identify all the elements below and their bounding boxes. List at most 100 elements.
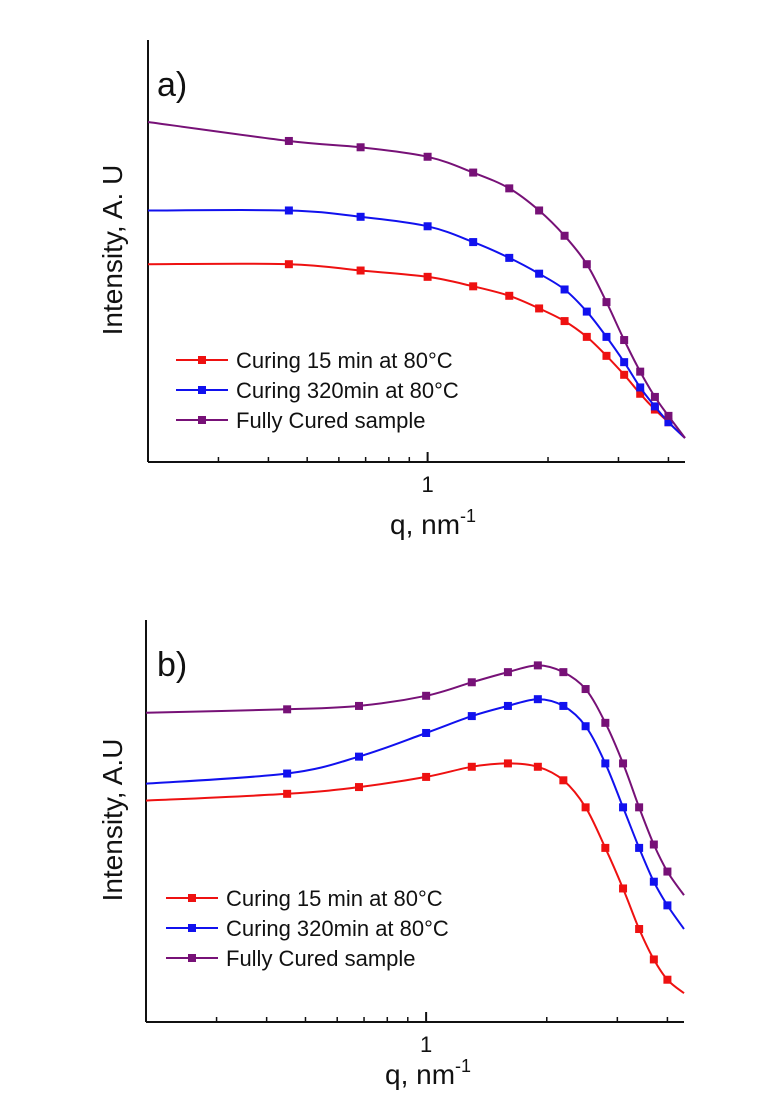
series-marker xyxy=(559,701,568,710)
series-marker xyxy=(649,877,658,886)
series-marker xyxy=(663,901,672,910)
series-marker xyxy=(581,722,590,731)
series-marker xyxy=(535,206,544,215)
x-tick-label: 1 xyxy=(420,1032,432,1057)
legend-label: Curing 320min at 80°C xyxy=(226,916,449,941)
series-marker xyxy=(560,285,569,294)
series-marker xyxy=(636,389,645,398)
series-marker xyxy=(505,184,514,193)
series-marker xyxy=(284,206,293,215)
panel-a: 1 a) Intensity, A. U q, nm-1 Curing 15 m… xyxy=(97,40,686,540)
panel-a-ylabel: Intensity, A. U xyxy=(97,165,128,336)
series-marker xyxy=(284,136,293,145)
series-marker xyxy=(649,840,658,849)
series-marker xyxy=(559,668,568,677)
series-marker xyxy=(635,803,644,812)
panel-a-xlabel-main: q, nm xyxy=(390,509,460,540)
legend-marker xyxy=(188,954,196,962)
series-marker xyxy=(423,272,432,281)
series-marker xyxy=(559,776,568,785)
legend-label: Curing 320min at 80°C xyxy=(236,378,459,403)
series-marker xyxy=(356,266,365,275)
panel-b-xlabel-main: q, nm xyxy=(385,1059,455,1090)
series-marker xyxy=(533,762,542,771)
panel-b-ylabel: Intensity, A.U xyxy=(97,739,128,902)
series-marker xyxy=(503,701,512,710)
series-marker xyxy=(649,955,658,964)
series-marker xyxy=(505,253,514,262)
panel-b-xlabel: q, nm-1 xyxy=(385,1056,471,1090)
panel-a-ticks: 1 xyxy=(147,452,670,497)
series-marker xyxy=(581,685,590,694)
series-marker xyxy=(283,705,292,714)
series-marker xyxy=(356,143,365,152)
series-marker xyxy=(505,291,514,300)
series-marker xyxy=(620,358,629,367)
series-marker xyxy=(423,152,432,161)
series-marker xyxy=(560,231,569,240)
panel-a-series xyxy=(147,121,686,439)
series-marker xyxy=(581,803,590,812)
panel-b-label: b) xyxy=(157,646,187,684)
series-marker xyxy=(535,304,544,313)
series-marker xyxy=(356,212,365,221)
panel-a-xlabel-sup: -1 xyxy=(460,506,476,526)
series-marker xyxy=(469,238,478,247)
series-marker xyxy=(663,975,672,984)
series-marker xyxy=(283,769,292,778)
legend-label: Curing 15 min at 80°C xyxy=(236,348,453,373)
series-marker xyxy=(354,701,363,710)
series-marker xyxy=(582,332,591,341)
series-marker xyxy=(560,317,569,326)
series-marker xyxy=(533,661,542,670)
series-marker xyxy=(601,718,610,727)
series-marker xyxy=(467,678,476,687)
series-marker xyxy=(619,803,628,812)
series-marker xyxy=(582,260,591,269)
panel-b-series xyxy=(145,661,685,994)
legend-label: Curing 15 min at 80°C xyxy=(226,886,443,911)
series-marker xyxy=(620,336,629,345)
panel-a-xlabel: q, nm-1 xyxy=(390,506,476,540)
legend-marker xyxy=(188,894,196,902)
series-marker xyxy=(422,772,431,781)
series-marker xyxy=(602,332,611,341)
legend-label: Fully Cured sample xyxy=(226,946,416,971)
panel-b-xlabel-sup: -1 xyxy=(455,1056,471,1076)
series-marker xyxy=(503,668,512,677)
series-marker xyxy=(664,418,673,427)
panel-a-legend: Curing 15 min at 80°C Curing 320min at 80… xyxy=(176,348,459,433)
panel-b-legend: Curing 15 min at 80°C Curing 320min at 80… xyxy=(166,886,449,971)
series-marker xyxy=(422,728,431,737)
series-marker xyxy=(620,370,629,379)
series-marker xyxy=(582,307,591,316)
series-line xyxy=(147,209,686,439)
series-marker xyxy=(533,695,542,704)
panel-b: 1 b) Intensity, A.U q, nm-1 Curing 15 mi… xyxy=(97,620,685,1090)
series-marker xyxy=(663,867,672,876)
legend-marker xyxy=(188,924,196,932)
panel-b-ticks: 1 xyxy=(145,1012,669,1057)
series-marker xyxy=(283,789,292,798)
series-marker xyxy=(354,783,363,792)
series-marker xyxy=(422,691,431,700)
series-marker xyxy=(469,168,478,177)
legend-marker xyxy=(198,416,206,424)
series-marker xyxy=(601,759,610,768)
series-line xyxy=(145,664,685,896)
series-marker xyxy=(467,712,476,721)
series-marker xyxy=(619,759,628,768)
series-marker xyxy=(635,843,644,852)
series-marker xyxy=(469,282,478,291)
x-tick-label: 1 xyxy=(421,472,433,497)
series-marker xyxy=(503,759,512,768)
legend-label: Fully Cured sample xyxy=(236,408,426,433)
series-marker xyxy=(636,383,645,392)
series-marker xyxy=(635,925,644,934)
series-marker xyxy=(423,222,432,231)
series-marker xyxy=(664,411,673,420)
series-marker xyxy=(602,351,611,360)
legend-marker xyxy=(198,356,206,364)
panel-a-label: a) xyxy=(157,66,187,104)
